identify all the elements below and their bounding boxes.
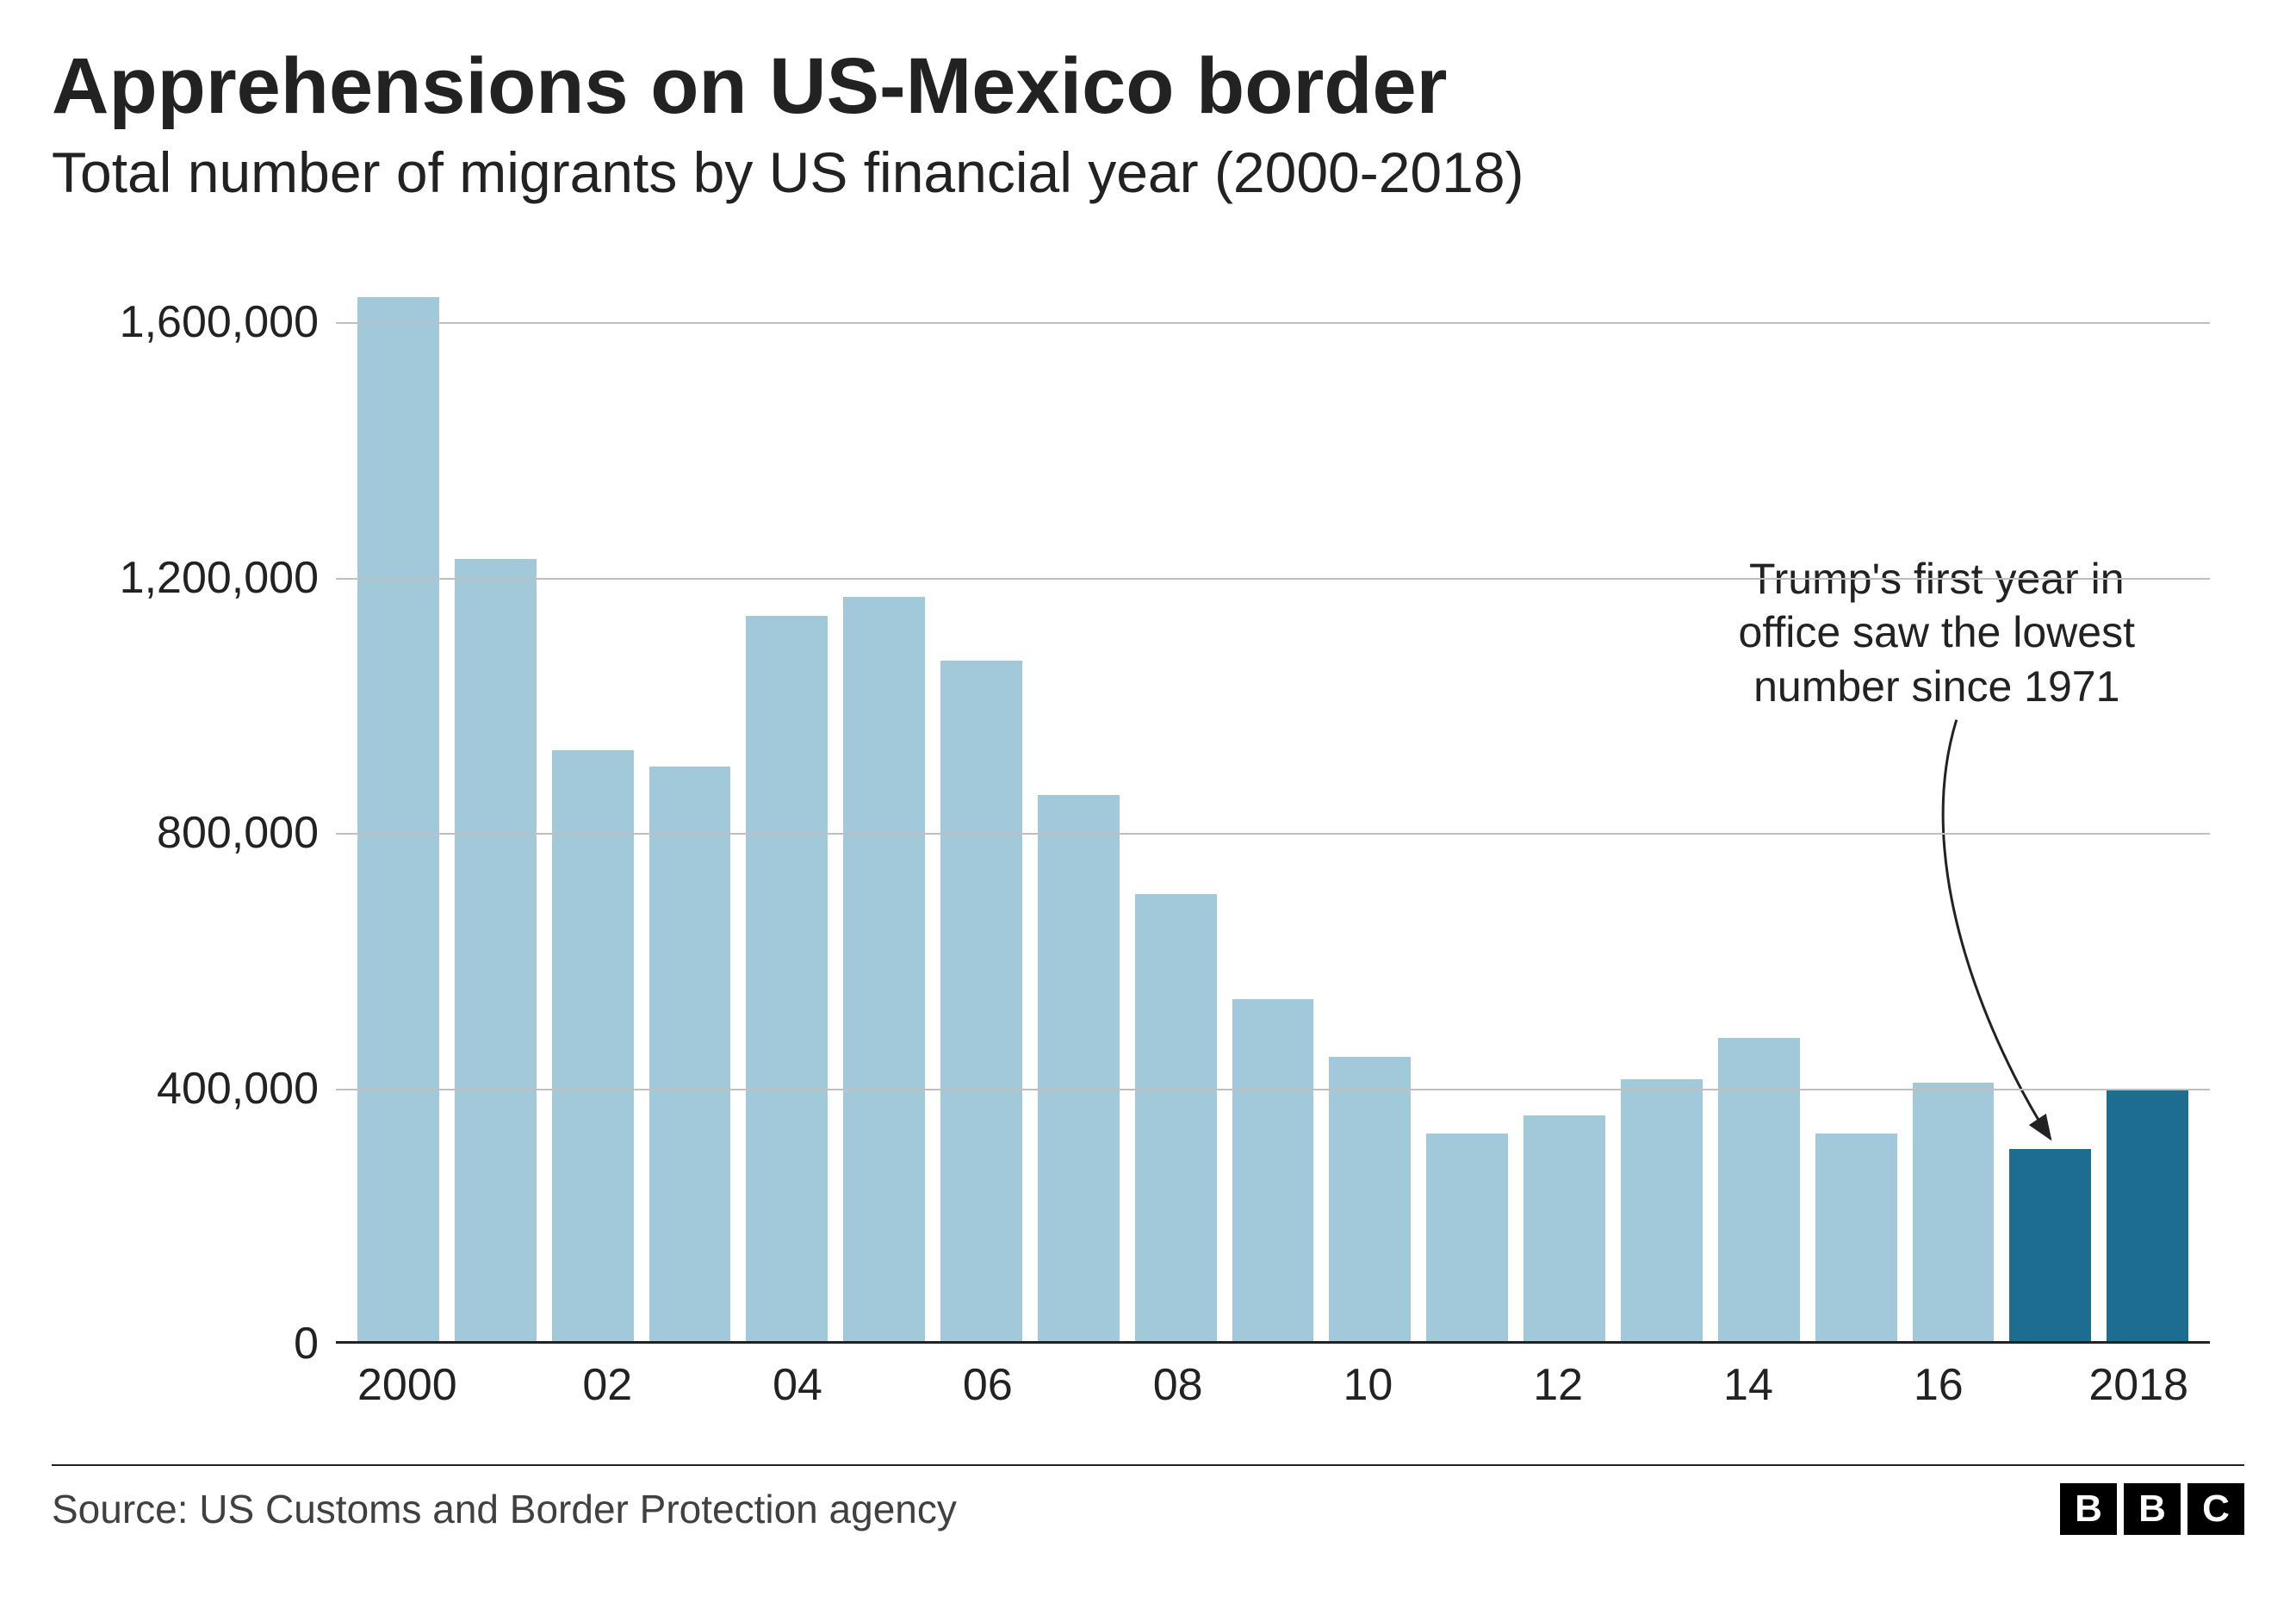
- x-tick-label: [1043, 1344, 1122, 1438]
- bar: [1913, 1083, 1995, 1345]
- y-axis: 0400,000800,0001,200,0001,600,000: [52, 258, 336, 1344]
- bar: [940, 661, 1022, 1344]
- bar: [1426, 1134, 1508, 1345]
- bbc-logo: B B C: [2060, 1483, 2244, 1535]
- grid-line: [336, 322, 2210, 324]
- y-tick-label: 400,000: [157, 1063, 319, 1115]
- bar: [2009, 1149, 2091, 1344]
- x-axis: 2000 02 04 06 08 10 12 14 16 2018: [336, 1344, 2210, 1438]
- x-tick-label: [853, 1344, 932, 1438]
- x-tick-label: 2000: [357, 1344, 457, 1438]
- grid-line: [336, 1089, 2210, 1090]
- plot-area: Trump's first year inoffice saw the lowe…: [336, 258, 2210, 1344]
- footer: Source: US Customs and Border Protection…: [52, 1464, 2244, 1535]
- chart-subtitle: Total number of migrants by US financial…: [52, 139, 2244, 207]
- bar: [649, 767, 731, 1345]
- x-tick-label: 2018: [2088, 1344, 2188, 1438]
- bar: [1329, 1057, 1411, 1345]
- grid-line: [336, 833, 2210, 835]
- grid-line: [336, 578, 2210, 580]
- bbc-letter: B: [2124, 1483, 2181, 1535]
- x-tick-label: [1994, 1344, 2073, 1438]
- bbc-letter: B: [2060, 1483, 2117, 1535]
- x-tick-label: 04: [758, 1344, 837, 1438]
- bar: [1815, 1134, 1897, 1345]
- x-tick-label: 16: [1899, 1344, 1978, 1438]
- y-tick-label: 1,200,000: [120, 552, 319, 604]
- x-tick-label: [1613, 1344, 1692, 1438]
- y-tick-label: 1,600,000: [120, 296, 319, 348]
- x-tick-label: 06: [948, 1344, 1027, 1438]
- y-tick-label: 0: [294, 1318, 319, 1370]
- bar: [2107, 1090, 2188, 1344]
- x-tick-label: [1233, 1344, 1312, 1438]
- bar: [1038, 795, 1120, 1344]
- bar: [1135, 894, 1217, 1345]
- x-tick-label: 12: [1518, 1344, 1598, 1438]
- x-tick-label: [1803, 1344, 1883, 1438]
- bar: [1232, 999, 1314, 1344]
- bbc-letter: C: [2187, 1483, 2244, 1535]
- bar: [552, 750, 634, 1344]
- x-tick-label: 10: [1328, 1344, 1407, 1438]
- bar: [1523, 1115, 1605, 1344]
- chart-container: 0 400,000 800,000 1,200,000 1,600,000 Trump'…: [52, 241, 2244, 1438]
- x-tick-label: 14: [1709, 1344, 1788, 1438]
- bar: [843, 597, 925, 1344]
- bar: [746, 616, 828, 1344]
- x-tick-label: [662, 1344, 742, 1438]
- bar: [1621, 1079, 1703, 1345]
- chart-title: Apprehensions on US-Mexico border: [52, 43, 2244, 130]
- bars-group: [336, 258, 2210, 1344]
- bar: [357, 297, 439, 1345]
- annotation-text: Trump's first year inoffice saw the lowe…: [1739, 552, 2135, 714]
- x-tick-label: 08: [1138, 1344, 1217, 1438]
- source-text: Source: US Customs and Border Protection…: [52, 1486, 957, 1532]
- x-tick-label: 02: [568, 1344, 647, 1438]
- x-tick-label: [1424, 1344, 1503, 1438]
- bar: [1718, 1038, 1800, 1345]
- bar: [455, 559, 537, 1345]
- x-tick-label: [473, 1344, 552, 1438]
- y-tick-label: 800,000: [157, 807, 319, 859]
